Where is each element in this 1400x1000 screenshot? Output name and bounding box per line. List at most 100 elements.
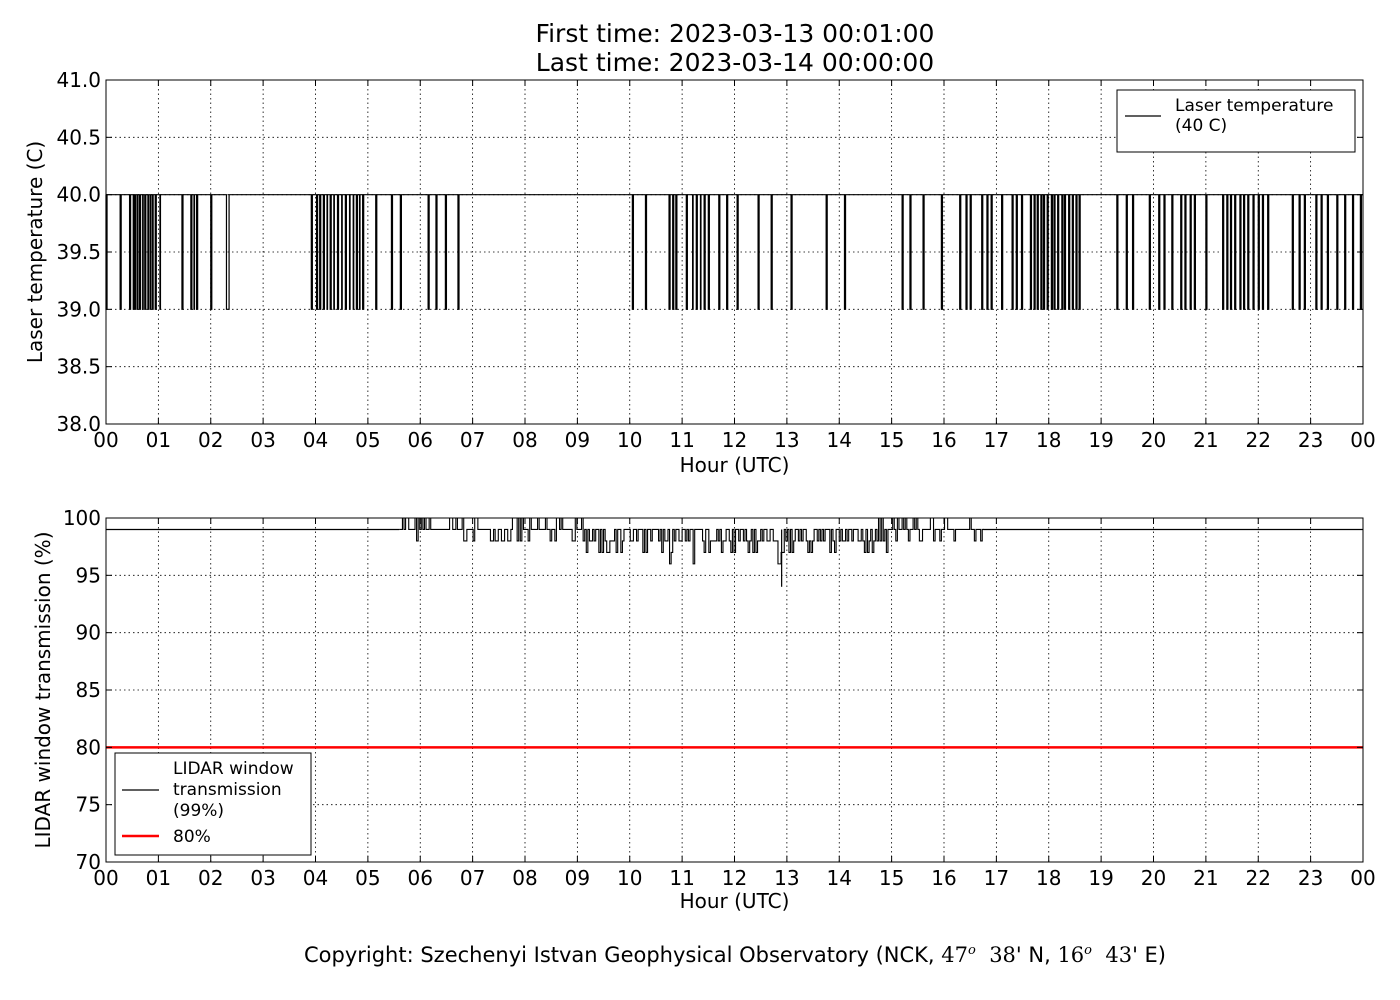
x-tick-label: 19 xyxy=(1088,428,1113,452)
top-x-ticks: 00 01 02 03 04 05 06 07 08 09 10 11 12 13 14 15 16 17 18 19… xyxy=(93,80,1376,452)
bottom-x-axis-label: Hour (UTC) xyxy=(680,889,790,913)
copyright-prefix: Copyright: Szechenyi Istvan Geophysical … xyxy=(303,943,942,967)
x-tick-label: 06 xyxy=(408,866,433,890)
y-tick-label: 40.5 xyxy=(56,125,101,149)
x-tick-label: 09 xyxy=(565,428,590,452)
lidar-transmission-panel: 00 01 02 03 04 05 06 07 08 09 10 11 12 13 14 15 16 17 18 19… xyxy=(31,506,1376,913)
y-tick-label: 38.0 xyxy=(56,412,101,436)
x-tick-label: 21 xyxy=(1193,866,1218,890)
x-tick-label: 00 xyxy=(93,428,118,452)
top-y-ticks: 38.0 38.5 39.0 39.5 40.0 40.5 41.0 xyxy=(56,68,1363,436)
y-tick-label: 40.0 xyxy=(56,183,101,207)
longitude-suffix: ' E) xyxy=(1132,943,1167,967)
y-tick-label: 85 xyxy=(76,678,101,702)
laser-temperature-panel: 00 01 02 03 04 05 06 07 08 09 10 11 12 13 14 15 16 17 18 19… xyxy=(23,68,1376,477)
top-legend: Laser temperature(40 C) xyxy=(1116,89,1356,153)
x-tick-label: 07 xyxy=(460,428,485,452)
latitude-degree-mark: o xyxy=(968,943,976,958)
legend-box xyxy=(114,752,312,856)
legend-label-transmission: (99%) xyxy=(173,801,224,821)
x-tick-label: 20 xyxy=(1141,866,1166,890)
bottom-y-axis-label: LIDAR window transmission (%) xyxy=(31,532,55,849)
longitude-degrees: 16 xyxy=(1057,943,1085,967)
x-tick-label: 00 xyxy=(1350,428,1375,452)
figure-title-line-1: First time: 2023-03-13 00:01:00 xyxy=(535,19,935,48)
bottom-traces xyxy=(106,517,1363,749)
x-tick-label: 20 xyxy=(1141,428,1166,452)
top-traces xyxy=(105,194,1363,310)
y-tick-label: 39.0 xyxy=(56,297,101,321)
copyright-note: Copyright: Szechenyi Istvan Geophysical … xyxy=(0,938,1400,968)
legend-label-80: 80% xyxy=(173,827,211,847)
y-tick-label: 80 xyxy=(76,735,101,759)
x-tick-label: 10 xyxy=(617,428,642,452)
figure-title-line-2: Last time: 2023-03-14 00:00:00 xyxy=(535,48,935,77)
transmission-line-active xyxy=(399,517,984,565)
longitude-degree-mark: o xyxy=(1084,943,1092,958)
y-tick-label: 38.5 xyxy=(56,355,101,379)
x-tick-label: 01 xyxy=(146,428,171,452)
latitude-degrees: 47 xyxy=(941,943,968,967)
y-tick-label: 75 xyxy=(76,793,101,817)
y-tick-label: 100 xyxy=(63,506,101,530)
x-tick-label: 13 xyxy=(774,866,799,890)
bottom-grid xyxy=(106,518,1363,862)
x-tick-label: 13 xyxy=(774,428,799,452)
x-tick-label: 05 xyxy=(355,866,380,890)
x-tick-label: 02 xyxy=(198,428,223,452)
x-tick-label: 04 xyxy=(303,428,328,452)
x-tick-label: 08 xyxy=(512,866,537,890)
x-tick-label: 15 xyxy=(879,428,904,452)
x-tick-label: 00 xyxy=(1350,866,1375,890)
x-tick-label: 09 xyxy=(565,866,590,890)
y-tick-label: 70 xyxy=(76,850,101,874)
x-tick-label: 10 xyxy=(617,866,642,890)
legend-label-transmission: LIDAR window xyxy=(173,759,294,779)
x-tick-label: 02 xyxy=(198,866,223,890)
latitude-minutes: 38 xyxy=(989,943,1016,967)
x-tick-label: 15 xyxy=(879,866,904,890)
x-tick-label: 11 xyxy=(669,866,694,890)
x-tick-label: 04 xyxy=(303,866,328,890)
x-tick-label: 17 xyxy=(984,428,1009,452)
x-tick-label: 12 xyxy=(722,428,747,452)
x-tick-label: 16 xyxy=(931,428,956,452)
x-tick-label: 14 xyxy=(827,866,852,890)
x-tick-label: 05 xyxy=(355,428,380,452)
x-tick-label: 21 xyxy=(1193,428,1218,452)
x-tick-label: 08 xyxy=(512,428,537,452)
x-tick-label: 23 xyxy=(1298,428,1323,452)
x-tick-label: 07 xyxy=(460,866,485,890)
x-tick-label: 03 xyxy=(250,866,275,890)
x-tick-label: 11 xyxy=(669,428,694,452)
latitude-suffix: ' N, xyxy=(1015,943,1058,967)
x-tick-label: 17 xyxy=(984,866,1009,890)
x-tick-label: 06 xyxy=(408,428,433,452)
laser-temperature-line xyxy=(105,194,1363,310)
x-tick-label: 12 xyxy=(722,866,747,890)
bottom-y-ticks: 70 75 80 85 90 95 100 xyxy=(63,506,1363,874)
legend-label-laser-temperature: Laser temperature xyxy=(1175,96,1333,116)
x-tick-label: 22 xyxy=(1246,866,1271,890)
top-y-axis-label: Laser temperature (C) xyxy=(23,141,47,363)
y-tick-label: 39.5 xyxy=(56,240,101,264)
y-tick-label: 41.0 xyxy=(56,68,101,92)
legend-box xyxy=(1116,89,1356,153)
x-tick-label: 23 xyxy=(1298,866,1323,890)
x-tick-label: 16 xyxy=(931,866,956,890)
y-tick-label: 90 xyxy=(76,621,101,645)
bottom-x-ticks: 00 01 02 03 04 05 06 07 08 09 10 11 12 13 14 15 16 17 18 19… xyxy=(93,518,1376,890)
x-tick-label: 22 xyxy=(1246,428,1271,452)
legend-label-transmission: transmission xyxy=(173,780,282,800)
x-tick-label: 18 xyxy=(1036,428,1061,452)
x-tick-label: 00 xyxy=(93,866,118,890)
top-x-axis-label: Hour (UTC) xyxy=(680,453,790,477)
x-tick-label: 14 xyxy=(827,428,852,452)
x-tick-label: 03 xyxy=(250,428,275,452)
x-tick-label: 01 xyxy=(146,866,171,890)
x-tick-label: 19 xyxy=(1088,866,1113,890)
x-tick-label: 18 xyxy=(1036,866,1061,890)
legend-label-laser-temperature: (40 C) xyxy=(1175,116,1227,136)
